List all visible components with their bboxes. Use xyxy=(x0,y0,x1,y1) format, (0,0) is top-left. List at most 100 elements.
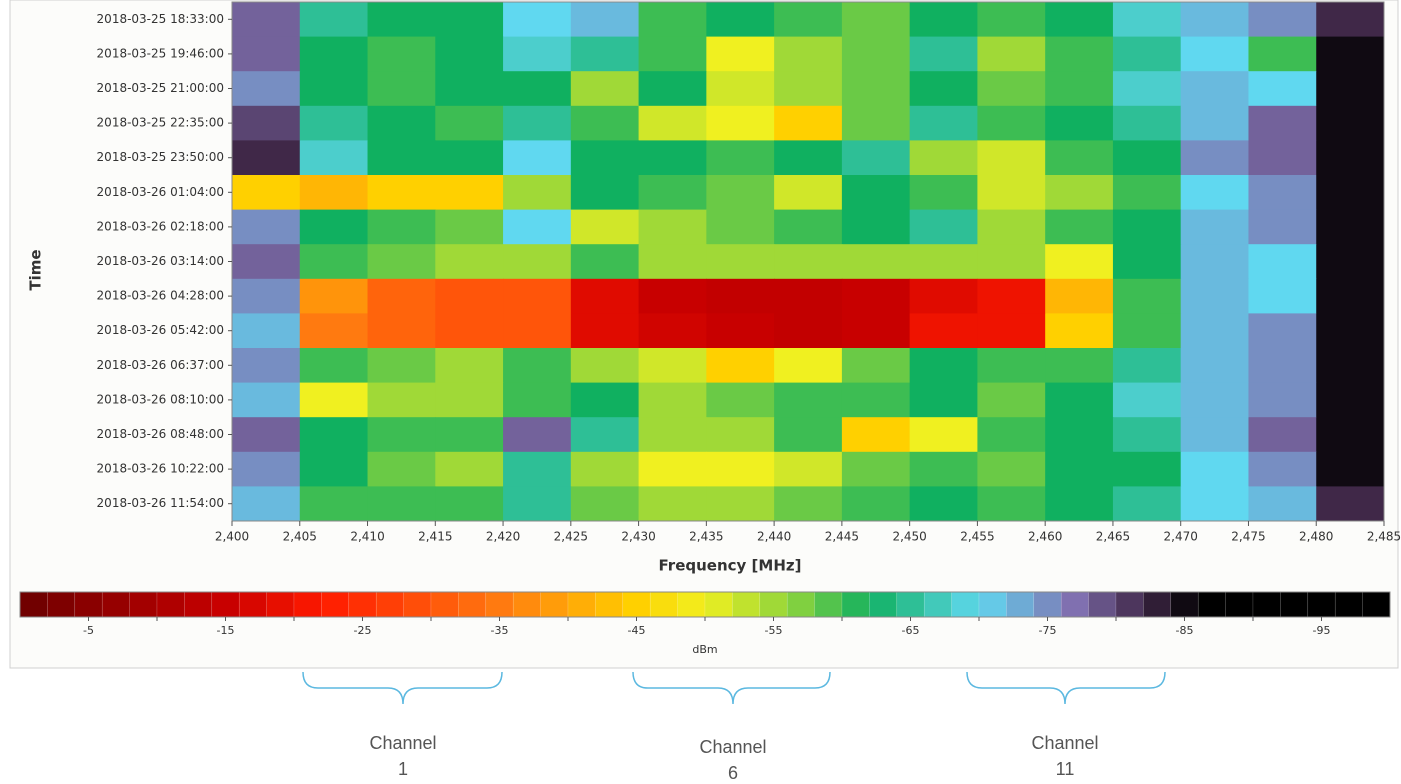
colorbar-tick-label: -65 xyxy=(902,624,920,637)
colorbar-segment xyxy=(1006,591,1035,618)
heatmap-cell xyxy=(367,209,436,245)
x-tick-label: 2,410 xyxy=(350,530,384,544)
heatmap-cell xyxy=(299,382,369,418)
colorbar-tick-label: -75 xyxy=(1039,624,1057,637)
heatmap-cell xyxy=(706,244,775,280)
heatmap-cell xyxy=(570,209,640,245)
y-tick-label: 2018-03-26 05:42:00 xyxy=(97,323,224,337)
y-axis-title: Time xyxy=(27,249,45,290)
heatmap-cell xyxy=(1045,244,1114,280)
heatmap-cell xyxy=(232,486,301,522)
colorbar-segment xyxy=(595,591,624,618)
colorbar-segment xyxy=(704,591,733,618)
heatmap-cell xyxy=(367,417,436,453)
heatmap-cell xyxy=(638,105,707,141)
colorbar-segment xyxy=(649,591,678,618)
colorbar-segment xyxy=(1088,591,1117,618)
heatmap-cell xyxy=(977,209,1046,245)
heatmap-cell xyxy=(299,417,369,453)
heatmap-cell xyxy=(1180,105,1249,141)
colorbar-segment xyxy=(622,591,651,618)
heatmap-cell xyxy=(503,209,572,245)
heatmap-cell xyxy=(1180,2,1249,38)
heatmap-cell xyxy=(706,486,775,522)
y-tick-label: 2018-03-25 22:35:00 xyxy=(97,116,224,130)
heatmap-cell xyxy=(435,486,504,522)
heatmap-cell xyxy=(1112,71,1182,107)
heatmap-cell xyxy=(909,2,978,38)
heatmap-cell xyxy=(909,313,978,349)
colorbar-segment xyxy=(403,591,432,618)
brace xyxy=(632,671,831,705)
heatmap-cell xyxy=(435,451,504,487)
heatmap-cell xyxy=(1180,209,1249,245)
heatmap-cell xyxy=(503,417,572,453)
heatmap-cell xyxy=(1045,2,1114,38)
y-tick-label: 2018-03-26 08:48:00 xyxy=(97,427,224,441)
heatmap-cell xyxy=(706,140,775,176)
heatmap-cell xyxy=(1316,451,1385,487)
heatmap-cell xyxy=(232,278,301,314)
y-tick-label: 2018-03-25 23:50:00 xyxy=(97,150,224,164)
heatmap-cell xyxy=(503,486,572,522)
x-tick-label: 2,425 xyxy=(554,530,588,544)
heatmap-cell xyxy=(841,278,911,314)
colorbar-segment xyxy=(540,591,569,618)
heatmap-cell xyxy=(299,313,369,349)
y-tick-label: 2018-03-26 11:54:00 xyxy=(97,496,224,510)
heatmap-cell xyxy=(232,140,301,176)
heatmap-cell xyxy=(1045,348,1114,384)
heatmap-cell xyxy=(774,36,843,72)
colorbar-segment xyxy=(74,591,103,618)
heatmap-cell xyxy=(570,71,640,107)
colorbar-tick-label: -55 xyxy=(765,624,783,637)
heatmap-cell xyxy=(1045,175,1114,211)
heatmap-cell xyxy=(570,486,640,522)
y-tick-label: 2018-03-26 02:18:00 xyxy=(97,219,224,233)
heatmap-cell xyxy=(367,105,436,141)
heatmap-cell xyxy=(1180,175,1249,211)
heatmap-cell xyxy=(435,278,504,314)
heatmap-cell xyxy=(367,140,436,176)
colorbar-segment xyxy=(1033,591,1062,618)
channel-braces xyxy=(302,671,1166,705)
y-tick-label: 2018-03-26 03:14:00 xyxy=(97,254,224,268)
heatmap-cell xyxy=(503,175,572,211)
heatmap-cell xyxy=(841,244,911,280)
heatmap-cell xyxy=(909,486,978,522)
heatmap-cell xyxy=(503,140,572,176)
heatmap-cell xyxy=(503,451,572,487)
heatmap-cell xyxy=(638,71,707,107)
heatmap-cell xyxy=(909,417,978,453)
heatmap-cell xyxy=(1316,209,1385,245)
y-tick-label: 2018-03-26 01:04:00 xyxy=(97,185,224,199)
heatmap-cell xyxy=(977,486,1046,522)
colorbar-segment xyxy=(348,591,377,618)
heatmap-cell xyxy=(1248,209,1317,245)
heatmap-cell xyxy=(1316,348,1385,384)
heatmap-cell xyxy=(570,382,640,418)
colorbar-segment xyxy=(184,591,213,618)
heatmap-cell xyxy=(977,175,1046,211)
heatmap-cell xyxy=(706,2,775,38)
x-tick-label: 2,405 xyxy=(283,530,317,544)
heatmap-cell xyxy=(503,278,572,314)
heatmap-cell xyxy=(909,36,978,72)
x-tick-label: 2,445 xyxy=(825,530,859,544)
colorbar-segment xyxy=(156,591,185,618)
x-tick-label: 2,455 xyxy=(960,530,994,544)
heatmap-cell xyxy=(1180,244,1249,280)
heatmap-cell xyxy=(841,2,911,38)
colorbar-tick-label: -85 xyxy=(1176,624,1194,637)
x-tick-label: 2,400 xyxy=(215,530,249,544)
x-tick-label: 2,415 xyxy=(418,530,452,544)
colorbar-segment xyxy=(1252,591,1281,618)
colorbar-tick-label: -15 xyxy=(217,624,235,637)
heatmap-cell xyxy=(503,382,572,418)
heatmap-cell xyxy=(774,348,843,384)
heatmap-cell xyxy=(1045,451,1114,487)
colorbar-segment xyxy=(869,591,898,618)
heatmap-cell xyxy=(706,105,775,141)
colorbar-tick-label: -25 xyxy=(354,624,372,637)
annotation: Channel xyxy=(1031,733,1098,753)
